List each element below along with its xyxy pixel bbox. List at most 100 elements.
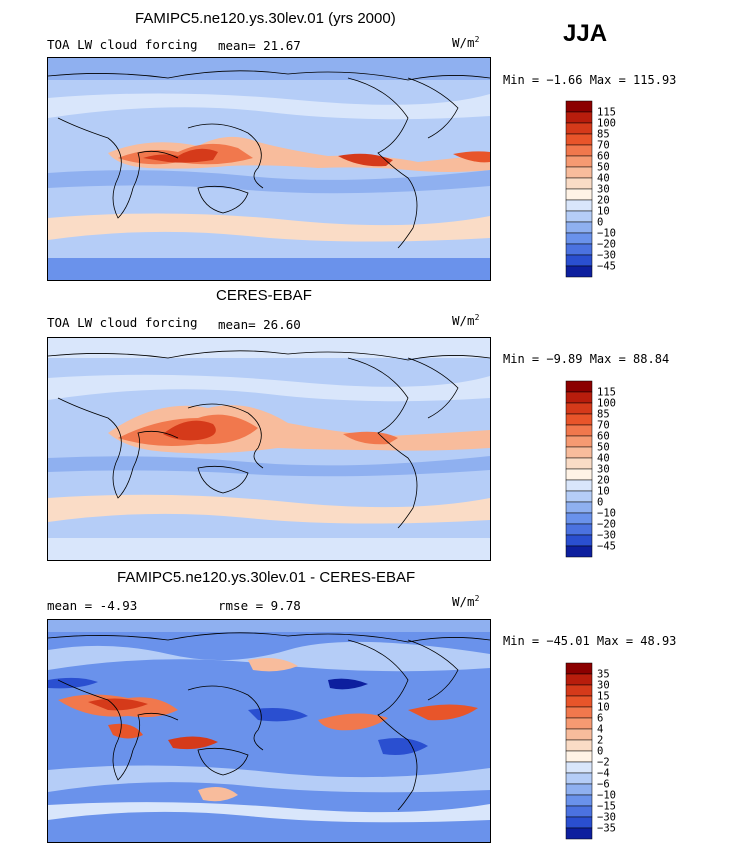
colorbar-tick-label: 50 <box>597 162 610 174</box>
colorbar-swatch <box>565 684 593 697</box>
colorbar-swatch <box>565 739 593 752</box>
colorbar-tick-label: −10 <box>597 508 616 520</box>
colorbar-swatch <box>565 413 593 426</box>
colorbar-tick-label: 10 <box>597 702 610 714</box>
season-label: JJA <box>563 20 608 47</box>
colorbar-swatch <box>565 111 593 124</box>
colorbar-swatch <box>565 717 593 730</box>
colorbar-swatch <box>565 695 593 708</box>
colorbar-tick-label: 70 <box>597 140 610 152</box>
colorbar-tick-label: −20 <box>597 519 616 531</box>
panel-3-units: W/m2 <box>452 594 480 610</box>
colorbar-swatch <box>565 512 593 525</box>
panel-1-colorbar: 115 100 85 70 60 50 40 30 20 10 0 −10 −20 −30 −45 <box>565 100 686 278</box>
colorbar-tick-label: 30 <box>597 680 610 692</box>
colorbar-tick-label: 30 <box>597 184 610 196</box>
colorbar-tick-label: 20 <box>597 475 610 487</box>
panel-2-mean: mean= 26.60 <box>218 317 301 332</box>
panel-1-mean: mean= 21.67 <box>218 38 301 53</box>
colorbar-swatch <box>565 468 593 481</box>
colorbar-swatch <box>565 232 593 245</box>
colorbar-tick-label: 85 <box>597 409 610 421</box>
colorbar-tick-label: 10 <box>597 486 610 498</box>
colorbar-swatch <box>565 188 593 201</box>
colorbar-swatch <box>565 100 593 113</box>
panel-1-map <box>47 57 491 281</box>
colorbar-tick-label: −30 <box>597 812 616 824</box>
colorbar-swatch <box>565 728 593 741</box>
colorbar-tick-label: 100 <box>597 398 616 410</box>
colorbar-tick-label: −30 <box>597 530 616 542</box>
colorbar-swatch <box>565 783 593 796</box>
colorbar-tick-label: 0 <box>597 746 603 758</box>
colorbar-swatch <box>565 673 593 686</box>
colorbar-swatch <box>565 761 593 774</box>
colorbar-swatch <box>565 221 593 234</box>
colorbar-tick-label: 6 <box>597 713 603 725</box>
colorbar-swatch <box>565 523 593 536</box>
colorbar-tick-label: −20 <box>597 239 616 251</box>
panel-1-title: FAMIPC5.ne120.ys.30lev.01 (yrs 2000) <box>135 10 396 27</box>
colorbar-swatch <box>565 827 593 840</box>
colorbar-tick-label: −6 <box>597 779 610 791</box>
panel-2-title: CERES-EBAF <box>216 287 312 304</box>
colorbar-tick-label: 40 <box>597 173 610 185</box>
panel-3-title: FAMIPC5.ne120.ys.30lev.01 - CERES-EBAF <box>117 569 416 586</box>
colorbar-tick-label: 0 <box>597 497 603 509</box>
colorbar-swatch <box>565 210 593 223</box>
panel-3-map-svg <box>48 620 490 842</box>
panel-2-map <box>47 337 491 561</box>
colorbar-tick-label: 2 <box>597 735 603 747</box>
colorbar-tick-label: 4 <box>597 724 603 736</box>
colorbar-swatch <box>565 794 593 807</box>
panel-3-minmax: Min = −45.01 Max = 48.93 <box>503 634 677 648</box>
colorbar-tick-label: 30 <box>597 464 610 476</box>
colorbar-tick-label: 100 <box>597 118 616 130</box>
colorbar-tick-label: 50 <box>597 442 610 454</box>
colorbar-swatch <box>565 380 593 393</box>
panel-3-rmse: rmse = 9.78 <box>218 598 301 613</box>
colorbar-swatch <box>565 122 593 135</box>
colorbar-tick-label: −35 <box>597 823 616 835</box>
colorbar-tick-label: −10 <box>597 790 616 802</box>
panel-3-colorbar: 35 30 15 10 6 4 2 0 −2 −4 −6 −10 −15 −30 −35 <box>565 662 686 840</box>
colorbar-tick-label: 15 <box>597 691 610 703</box>
colorbar-tick-label: 85 <box>597 129 610 141</box>
panel-2-map-svg <box>48 338 490 560</box>
colorbar-swatch <box>565 199 593 212</box>
colorbar-tick-label: −30 <box>597 250 616 262</box>
colorbar-tick-label: −45 <box>597 541 616 553</box>
panel-1-map-svg <box>48 58 490 280</box>
colorbar-tick-label: 115 <box>597 107 616 119</box>
panel-1-units: W/m2 <box>452 35 480 51</box>
panel-1-variable-label: TOA LW cloud forcing <box>47 37 198 52</box>
colorbar-swatch <box>565 545 593 558</box>
colorbar-swatch <box>565 805 593 818</box>
panel-1-minmax: Min = −1.66 Max = 115.93 <box>503 73 677 87</box>
colorbar-swatch <box>565 391 593 404</box>
panel-2-colorbar: 115 100 85 70 60 50 40 30 20 10 0 −10 −20 −30 −45 <box>565 380 686 558</box>
colorbar-tick-label: 40 <box>597 453 610 465</box>
colorbar-swatch <box>565 424 593 437</box>
colorbar-swatch <box>565 435 593 448</box>
colorbar-swatch <box>565 166 593 179</box>
colorbar-swatch <box>565 144 593 157</box>
colorbar-tick-label: −45 <box>597 261 616 273</box>
colorbar-swatch <box>565 816 593 829</box>
colorbar-tick-label: 70 <box>597 420 610 432</box>
colorbar-tick-label: −15 <box>597 801 616 813</box>
colorbar-tick-label: 115 <box>597 387 616 399</box>
colorbar-tick-label: 0 <box>597 217 603 229</box>
colorbar-swatch <box>565 772 593 785</box>
colorbar-swatch <box>565 662 593 675</box>
panel-2-minmax: Min = −9.89 Max = 88.84 <box>503 352 670 366</box>
colorbar-swatch <box>565 243 593 256</box>
colorbar-swatch <box>565 490 593 503</box>
colorbar-swatch <box>565 750 593 763</box>
colorbar-tick-label: 60 <box>597 431 610 443</box>
colorbar-tick-label: 35 <box>597 669 610 681</box>
colorbar-swatch <box>565 265 593 278</box>
colorbar-swatch <box>565 133 593 146</box>
